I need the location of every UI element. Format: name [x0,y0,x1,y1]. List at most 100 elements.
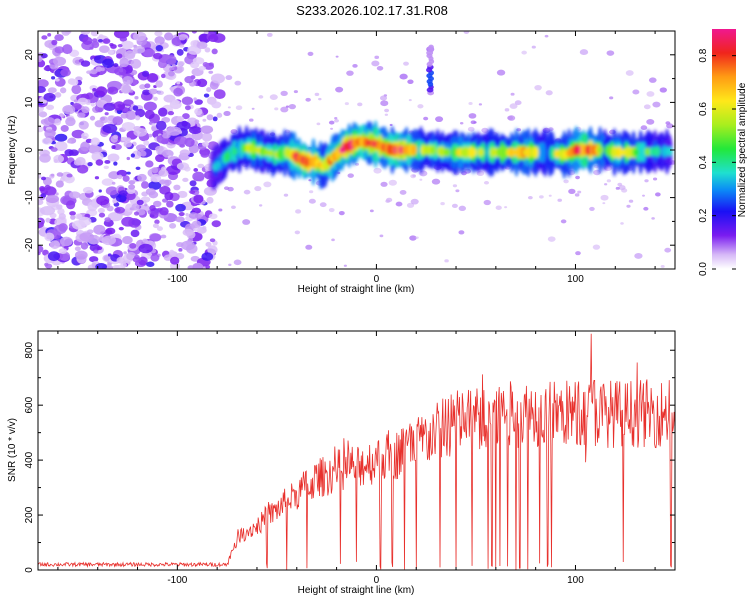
ridge-blob [276,148,284,160]
noise-speckle [142,238,148,243]
noise-speckle [101,235,116,246]
sparse-speckle [459,121,464,125]
colorbar-tick-label: 0.8 [698,48,709,62]
noise-speckle [164,32,174,41]
noise-speckle [125,110,137,120]
sparse-speckle [343,264,347,267]
noise-speckle [46,104,55,111]
noise-speckle [89,243,101,252]
sparse-speckle [415,236,419,239]
noise-speckle [176,116,185,123]
sparse-speckle [369,209,374,213]
noise-speckle [200,151,210,158]
noise-speckle [40,99,48,104]
noise-speckle [143,101,157,112]
noise-speckle [197,78,208,88]
noise-speckle [181,120,188,127]
noise-speckle [191,207,201,214]
noise-speckle [160,234,167,239]
noise-speckle [130,153,136,158]
sparse-speckle [308,179,312,182]
sparse-speckle [545,90,553,96]
sparse-speckle [389,123,393,127]
noise-speckle [87,144,102,154]
noise-speckle [123,99,134,107]
noise-speckle [151,167,159,174]
noise-speckle [208,213,218,220]
sparse-speckle [376,65,384,71]
noise-speckle [94,176,100,180]
sparse-speckle [640,125,648,130]
spectrogram-y-ticks: 20 10 0 -10 -20 [24,30,675,270]
sparse-speckle [455,189,460,193]
sparse-speckle [227,106,231,109]
noise-speckle [137,173,147,182]
sparse-speckle [409,235,417,241]
noise-speckle [152,223,159,229]
sparse-speckle [560,219,567,224]
sparse-speckle [521,50,527,55]
noise-speckle [169,222,177,229]
noise-speckle [38,126,44,133]
sparse-speckle [384,108,390,113]
noise-speckle [38,79,49,88]
noise-speckle [145,188,156,196]
noise-speckle [141,181,149,189]
noise-speckle [116,256,125,264]
ridge-blob [539,141,547,164]
noise-speckle [209,238,216,243]
noise-speckle [155,80,163,88]
noise-speckle [105,186,119,196]
noise-speckle [184,76,194,84]
noise-speckle [156,226,163,231]
noise-speckle [133,211,140,216]
noise-speckle [154,31,163,37]
noise-speckle [98,212,106,218]
noise-speckle [65,200,76,210]
noise-speckle [47,251,60,262]
noise-speckle [178,248,183,252]
sparse-speckle [235,105,243,111]
colorbar: 0.0 0.2 0.4 0.6 0.8 Normalized spectral ampl… [698,29,748,276]
sparse-speckle [357,102,363,107]
noise-speckle [102,123,118,134]
ridge-blob [553,149,561,159]
noise-speckle [182,228,194,237]
noise-speckle [77,97,89,105]
noise-speckle [67,139,72,144]
noise-speckle [172,63,176,68]
noise-speckle [132,257,142,263]
noise-speckle [155,44,163,52]
sparse-speckle [295,209,302,214]
sparse-speckle [355,162,360,166]
noise-speckle [62,44,73,55]
noise-speckle [89,46,94,50]
sparse-speckle [574,193,580,197]
noise-speckle [38,111,48,118]
sparse-speckle [410,174,417,179]
noise-speckle [154,219,160,225]
ridge-blob [410,144,418,156]
noise-speckle [160,73,166,79]
noise-speckle [207,245,218,255]
noise-speckle [200,125,214,134]
noise-speckle [41,137,53,145]
noise-speckle [62,104,76,115]
noise-speckle [156,90,164,96]
noise-speckle [146,261,155,267]
sparse-speckle [600,194,609,201]
noise-speckle [202,118,207,122]
sparse-speckle [380,181,388,187]
noise-speckle [60,68,71,77]
sparse-speckle [548,194,552,197]
sparse-speckle [374,55,380,59]
ridge-blob [632,148,640,157]
noise-speckle [116,53,123,59]
noise-speckle [90,102,95,107]
sparse-speckle [634,252,643,259]
sparse-speckle [507,115,516,121]
noise-speckle [100,116,106,121]
noise-speckle [211,48,218,55]
noise-speckle [198,33,209,43]
noise-speckle [155,120,167,131]
